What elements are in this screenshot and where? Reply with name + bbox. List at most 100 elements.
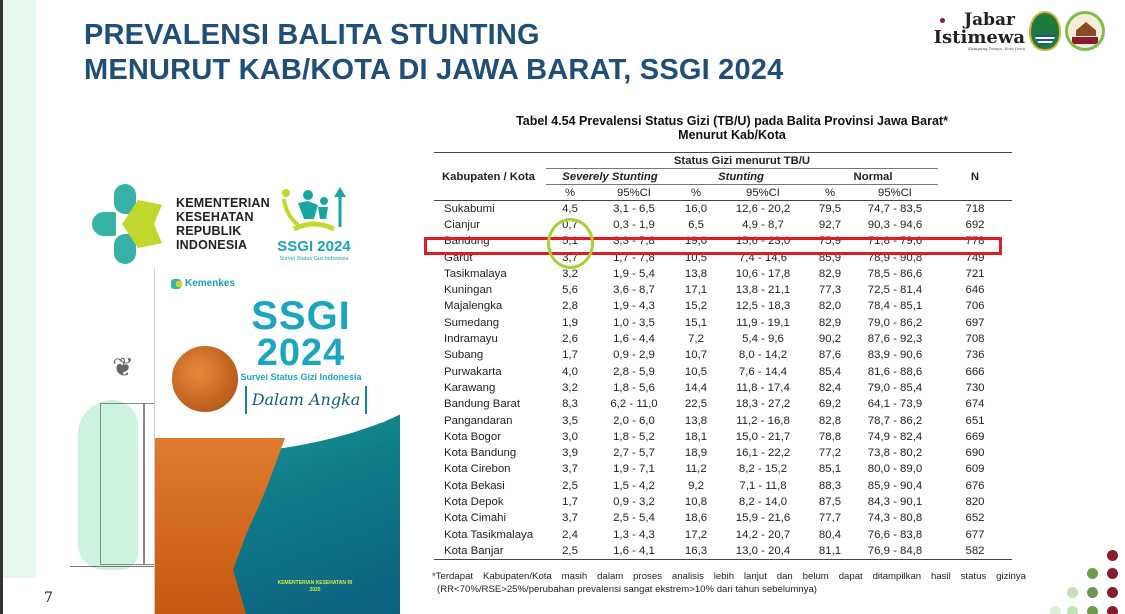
bandung-row-highlight [424, 237, 1002, 255]
cell-stunting-pct: 17,1 [684, 284, 708, 297]
cell-region: Sukabumi [444, 202, 495, 215]
footnote-line2: (RR<70%/RSE>25%/perubahan prevalensi san… [437, 584, 817, 595]
cell-stunting-ci: 13,0 - 20,4 [735, 544, 791, 557]
header-status-group: Status Gizi menurut TB/U [546, 152, 938, 169]
cell-n: 690 [965, 447, 985, 460]
cell-stunting-pct: 17,2 [684, 528, 708, 541]
cell-stunting-pct: 18,1 [684, 430, 708, 443]
jabar-dot-icon [940, 17, 945, 23]
cell-region: Kota Depok [444, 495, 504, 508]
kemenkes-mark-icon [92, 184, 164, 264]
cell-severely-pct: 3,0 [562, 430, 578, 443]
cell-region: Bandung Barat [444, 398, 520, 411]
cell-normal-ci: 90,3 - 94,6 [867, 218, 923, 231]
table-body: Sukabumi 4,5 3,1 - 6,5 16,0 12,6 - 20,2 79,5 7… [434, 201, 1012, 560]
cell-stunting-ci: 16,1 - 22,2 [735, 447, 791, 460]
cell-normal-pct: 77,3 [818, 284, 842, 297]
page-number: 7 [44, 590, 53, 606]
cell-n: 646 [965, 284, 985, 297]
cell-severely-ci: 2,8 - 5,9 [613, 365, 655, 378]
stunting-prevalence-table: Kabupaten / Kota Status Gizi menurut TB/… [434, 152, 1012, 560]
cell-severely-pct: 3,5 [562, 414, 578, 427]
cell-region: Kota Bekasi [444, 479, 505, 492]
header-region: Kabupaten / Kota [442, 170, 535, 183]
cell-severely-pct: 3,7 [562, 463, 578, 476]
cell-stunting-pct: 16,0 [684, 202, 708, 215]
cell-region: Kota Cirebon [444, 463, 511, 476]
cell-stunting-ci: 15,9 - 21,6 [735, 512, 791, 525]
cell-severely-pct: 3,9 [562, 447, 578, 460]
table-row: Bandung Barat 8,3 6,2 - 11,0 22,5 18,3 - 27,… [434, 396, 1012, 412]
header-sev-ci: 95%CI [617, 186, 651, 199]
cell-n: 676 [965, 479, 985, 492]
cell-region: Kota Cimahi [444, 512, 507, 525]
cell-normal-pct: 82,0 [818, 300, 842, 313]
cell-region: Kota Tasikmalaya [444, 528, 534, 541]
cell-stunting-ci: 11,8 - 17,4 [736, 381, 790, 394]
table-caption-line2: Menurut Kab/Kota [678, 128, 786, 142]
cell-n: 652 [965, 512, 985, 525]
cell-region: Kota Banjar [444, 544, 504, 557]
cell-normal-ci: 80,0 - 89,0 [867, 463, 923, 476]
cell-normal-ci: 73,8 - 80,2 [867, 447, 923, 460]
table-caption-line1: Tabel 4.54 Prevalensi Status Gizi (TB/U)… [516, 114, 948, 128]
cell-severely-pct: 3,2 [562, 267, 578, 280]
cell-region: Subang [444, 349, 484, 362]
cell-severely-ci: 1,6 - 4,1 [613, 544, 655, 557]
header-stunting: Stunting [674, 168, 808, 185]
table-footnote: *Terdapat Kabupaten/Kota masih dalam pro… [432, 570, 1026, 596]
cell-n: 692 [965, 218, 985, 231]
table-row: Kota Cimahi 3,7 2,5 - 5,4 18,6 15,9 - 21,6 77… [434, 510, 1012, 526]
table-row: Majalengka 2,8 1,9 - 4,3 15,2 12,5 - 18,3 82,… [434, 298, 1012, 314]
cell-region: Sumedang [444, 316, 500, 329]
decorative-side-band [3, 0, 36, 578]
cell-normal-ci: 72,5 - 81,4 [867, 284, 923, 297]
kemenkes-line-3: REPUBLIK [176, 224, 242, 238]
cell-stunting-ci: 10,6 - 17,8 [735, 267, 791, 280]
table-row: Karawang 3,2 1,8 - 5,6 14,4 11,8 - 17,4 82,4 7… [434, 380, 1012, 396]
cell-normal-pct: 92,7 [818, 218, 842, 231]
cell-severely-pct: 2,5 [562, 544, 578, 557]
table-row: Kota Bogor 3,0 1,8 - 5,2 18,1 15,0 - 21,7 78,… [434, 429, 1012, 445]
header-logos: Jabar Istimewa Kampung Dunya, Kota Desa [930, 8, 1125, 54]
cabinet-icon [100, 403, 160, 565]
cover-footer-line1: KEMENTERIAN KESEHATAN RI [277, 580, 353, 586]
cell-stunting-pct: 10,7 [684, 349, 708, 362]
cell-severely-ci: 1,6 - 4,4 [613, 333, 655, 346]
cell-normal-ci: 74,3 - 80,8 [867, 512, 923, 525]
cell-severely-ci: 2,0 - 6,0 [613, 414, 655, 427]
cell-severely-ci: 1,5 - 4,2 [613, 479, 655, 492]
cell-stunting-pct: 9,2 [688, 479, 704, 492]
table-row: Kota Depok 1,7 0,9 - 3,2 10,8 8,2 - 14,0 87,5… [434, 494, 1012, 510]
cell-severely-pct: 1,7 [562, 495, 578, 508]
cell-n: 666 [965, 365, 985, 378]
cell-n: 674 [965, 398, 985, 411]
header-sev-pct: % [564, 186, 576, 199]
cell-severely-ci: 1,8 - 5,2 [613, 430, 655, 443]
cell-normal-ci: 76,6 - 83,8 [867, 528, 923, 541]
cell-severely-ci: 1,9 - 7,1 [613, 463, 655, 476]
ssgi-logo-subtitle: Survei Status Gizi Indonesia [279, 256, 349, 262]
cell-severely-pct: 5,6 [562, 284, 578, 297]
cell-normal-ci: 74,7 - 83,5 [867, 202, 923, 215]
table-row: Sukabumi 4,5 3,1 - 6,5 16,0 12,6 - 20,2 79,5 7… [434, 201, 1012, 217]
green-blob-shape [78, 400, 138, 570]
plant-icon: ❦ [112, 352, 134, 382]
cell-stunting-ci: 4,9 - 8,7 [742, 218, 784, 231]
cell-stunting-ci: 12,5 - 18,3 [735, 300, 791, 313]
table-row: Kota Bekasi 2,5 1,5 - 4,2 9,2 7,1 - 11,8 88,3… [434, 478, 1012, 494]
cell-severely-ci: 1,0 - 3,5 [613, 316, 655, 329]
cover-photo-circle [169, 343, 241, 415]
cell-normal-pct: 82,8 [818, 414, 842, 427]
table-row: Kota Banjar 2,5 1,6 - 4,1 16,3 13,0 - 20,4 81… [434, 543, 1012, 560]
footnote-line1: *Terdapat Kabupaten/Kota masih dalam pro… [432, 571, 1026, 582]
kemenkes-logo: KEMENTERIAN KESEHATAN REPUBLIK INDONESIA [92, 184, 270, 264]
header-nor-pct: % [824, 186, 836, 199]
slide-title-line1: PREVALENSI BALITA STUNTING [84, 19, 540, 51]
cell-n: 708 [965, 333, 985, 346]
table-row: Kuningan 5,6 3,6 - 8,7 17,1 13,8 - 21,1 77,3 7… [434, 282, 1012, 298]
cell-stunting-ci: 8,2 - 15,2 [738, 463, 788, 476]
header-nor-ci: 95%CI [878, 186, 912, 199]
cell-severely-ci: 0,9 - 2,9 [613, 349, 655, 362]
cover-title-ssgi: SSGI [251, 294, 351, 338]
